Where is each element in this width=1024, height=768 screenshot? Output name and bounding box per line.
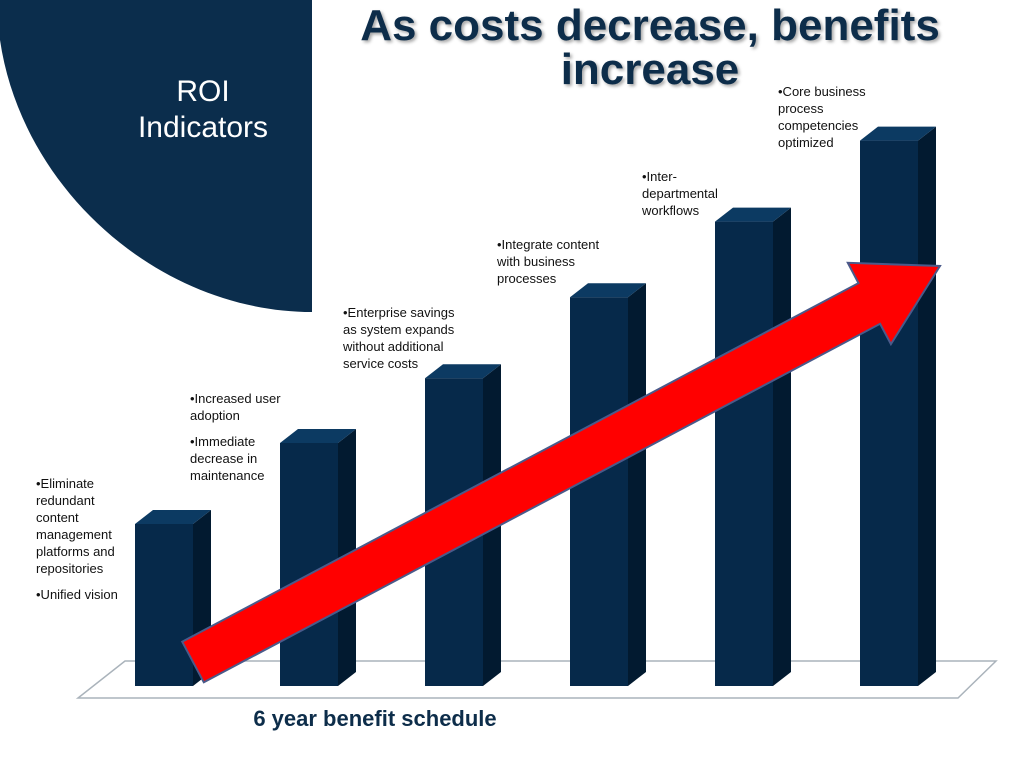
annotation-item: •Core business process competencies opti… <box>778 84 866 150</box>
annotation-bar-6: •Core business process competencies opti… <box>778 83 878 160</box>
annotation-bar-3: •Enterprise savings as system expands wi… <box>343 304 471 381</box>
bar-side <box>773 207 791 686</box>
bar-front <box>135 524 193 686</box>
bar-6 <box>860 126 936 687</box>
annotation-bar-2: •Increased user adoption •Immediate decr… <box>190 390 298 493</box>
annotation-item: •Immediate decrease in maintenance <box>190 434 265 483</box>
bar-5 <box>715 207 791 686</box>
bar-front <box>860 140 918 687</box>
annotation-item: •Enterprise savings as system expands wi… <box>343 305 455 371</box>
corner-background <box>0 0 312 312</box>
annotation-item: •Eliminate redundant content management … <box>36 476 115 576</box>
annotation-bar-4: •Integrate content with business process… <box>497 236 615 296</box>
corner-label-line2: Indicators <box>137 111 269 144</box>
bar-top <box>135 510 211 524</box>
x-axis-label: 6 year benefit schedule <box>253 706 497 731</box>
trend-arrow <box>180 261 942 684</box>
bar-side <box>918 126 936 687</box>
bar-top <box>425 364 501 379</box>
bar-front <box>715 221 773 686</box>
annotation-item: •Integrate content with business process… <box>497 237 600 286</box>
bar-4 <box>570 283 646 686</box>
page-title: As costs decrease, benefits increase <box>360 1 940 94</box>
bar-top <box>280 429 356 443</box>
bar-top <box>570 283 646 298</box>
annotation-item: •Inter-departmental workflows <box>642 169 718 218</box>
corner-label-line1: ROI <box>176 75 230 108</box>
bars-group <box>135 126 936 687</box>
annotation-item: •Increased user adoption <box>190 391 281 423</box>
roi-indicators-label: ROI Indicators <box>118 74 288 146</box>
bar-top <box>715 207 791 222</box>
annotation-bar-5: •Inter-departmental workflows <box>642 168 732 228</box>
bar-top <box>860 126 936 141</box>
annotation-bar-1: •Eliminate redundant content management … <box>36 475 128 612</box>
bar-front <box>570 297 628 686</box>
annotation-item: •Unified vision <box>36 587 118 602</box>
bar-side <box>628 283 646 686</box>
